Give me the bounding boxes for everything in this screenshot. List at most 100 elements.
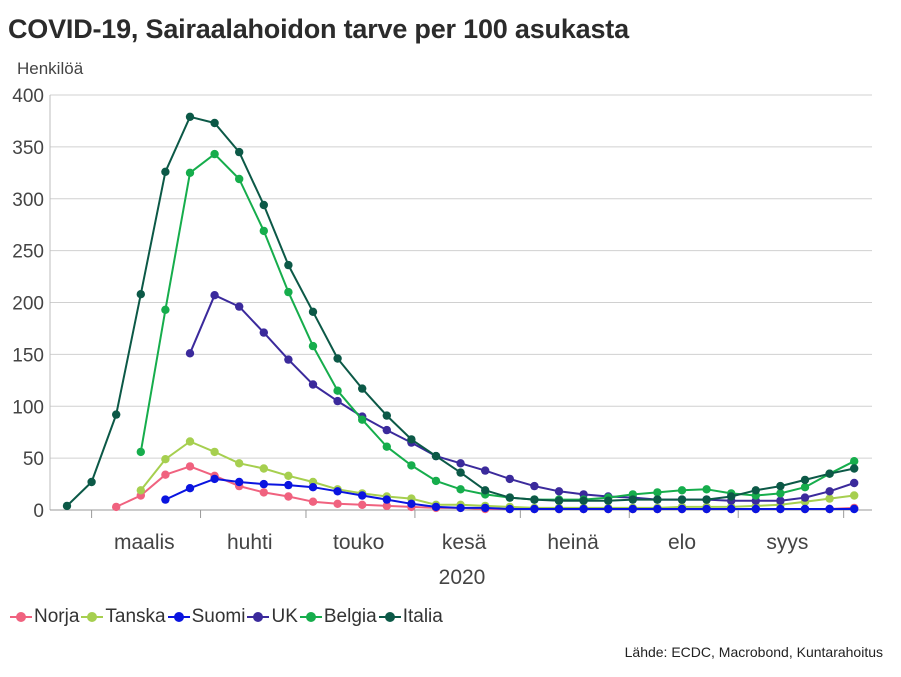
data-point: [333, 354, 342, 363]
data-point: [259, 226, 268, 236]
data-point: [210, 291, 219, 300]
data-point: [530, 495, 539, 504]
data-point: [505, 504, 514, 514]
data-point: [505, 493, 514, 502]
data-point: [259, 464, 268, 473]
y-tick-label: 100: [12, 397, 44, 418]
data-point: [308, 341, 318, 351]
data-point: [530, 504, 539, 514]
x-tick-label: kesä: [442, 531, 487, 554]
legend-label: Italia: [402, 606, 443, 627]
data-point: [136, 447, 145, 457]
data-point: [259, 488, 268, 497]
data-point: [850, 457, 859, 466]
series-belgia: [136, 149, 859, 504]
series-line: [189, 294, 855, 502]
data-point: [776, 489, 785, 498]
data-point: [481, 503, 490, 513]
data-point: [284, 287, 293, 297]
legend-label: Norja: [34, 606, 80, 627]
data-point: [259, 328, 268, 337]
data-point: [210, 447, 219, 457]
legend-label: Suomi: [191, 606, 246, 627]
data-point: [358, 415, 367, 424]
y-tick-label: 400: [12, 86, 44, 107]
data-point: [604, 504, 613, 514]
data-point: [259, 200, 268, 210]
data-point: [702, 485, 711, 494]
x-tick-label: maalis: [114, 531, 175, 554]
data-point: [185, 462, 195, 471]
data-point: [431, 502, 441, 512]
data-point: [431, 476, 441, 486]
data-point: [235, 174, 244, 184]
y-tick-label: 200: [12, 294, 44, 315]
legend-swatch: [378, 610, 401, 624]
legend-swatch: [81, 610, 104, 624]
data-point: [604, 496, 613, 505]
data-point: [407, 499, 416, 508]
data-point: [382, 495, 391, 504]
legend-swatch: [299, 610, 322, 624]
data-point: [235, 147, 244, 157]
data-point: [456, 468, 465, 477]
data-point: [456, 459, 465, 468]
legend-item: Norja: [10, 606, 79, 628]
data-point: [653, 488, 662, 497]
data-point: [112, 410, 121, 419]
data-point: [579, 496, 588, 505]
data-point: [358, 500, 367, 509]
data-point: [628, 504, 637, 514]
data-point: [382, 442, 391, 451]
x-axis-label: 2020: [439, 566, 486, 589]
data-point: [382, 501, 391, 511]
series-italia: [62, 112, 859, 511]
data-point: [358, 491, 367, 500]
x-tick-label: heinä: [547, 531, 599, 554]
data-point: [210, 118, 219, 128]
data-point: [161, 470, 170, 479]
legend-label: Tanska: [105, 606, 166, 627]
y-tick-label: 50: [23, 449, 44, 470]
source-note: Lähde: ECDC, Macrobond, Kuntarahoitus: [624, 644, 883, 660]
data-point: [825, 487, 834, 496]
data-point: [481, 486, 490, 495]
data-point: [727, 504, 736, 514]
data-point: [850, 491, 859, 500]
data-point: [308, 380, 318, 389]
data-point: [677, 486, 687, 495]
y-axis-label: Henkilöä: [17, 59, 84, 78]
data-point: [112, 502, 121, 512]
data-point: [800, 493, 810, 502]
chart-legend: Norja Tanska Suomi UK Belgia Italia: [10, 606, 445, 628]
series-line: [139, 153, 855, 501]
data-point: [136, 290, 145, 299]
data-point: [185, 168, 195, 177]
legend-item: Tanska: [81, 606, 166, 628]
data-point: [333, 499, 342, 508]
data-point: [456, 485, 465, 494]
legend-swatch: [10, 610, 32, 624]
data-point: [407, 461, 416, 470]
data-point: [579, 504, 588, 514]
data-point: [850, 504, 859, 514]
data-point: [800, 504, 810, 514]
data-point: [653, 495, 662, 504]
data-point: [628, 495, 637, 504]
data-point: [407, 435, 416, 444]
y-tick-label: 150: [12, 345, 44, 366]
data-point: [161, 455, 170, 464]
x-tick-label: syys: [766, 531, 808, 554]
series-uk: [185, 291, 859, 505]
data-point: [554, 487, 564, 496]
data-point: [382, 411, 391, 420]
y-tick-label: 350: [12, 138, 44, 159]
data-point: [259, 479, 268, 489]
data-point: [456, 503, 465, 513]
data-point: [161, 305, 170, 314]
data-point: [284, 260, 293, 270]
data-point: [284, 492, 293, 501]
data-point: [481, 466, 490, 475]
legend-swatch: [247, 610, 270, 624]
data-point: [825, 504, 834, 514]
